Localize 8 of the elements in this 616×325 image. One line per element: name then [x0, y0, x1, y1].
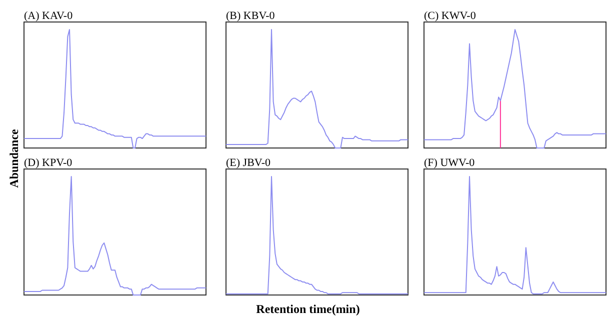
chart-title: (A) KAV-0 — [24, 10, 74, 22]
chart-title: (E) JBV-0 — [226, 157, 272, 169]
chart-title: (D) KPV-0 — [24, 157, 73, 169]
chart-title: (B) KBV-0 — [226, 10, 276, 22]
x-axis-title: Retention time(min) — [256, 302, 360, 316]
chart-title: (C) KWV-0 — [424, 10, 476, 22]
y-axis-title: Abundance — [7, 128, 21, 188]
chart-title: (F) UWV-0 — [424, 157, 476, 169]
